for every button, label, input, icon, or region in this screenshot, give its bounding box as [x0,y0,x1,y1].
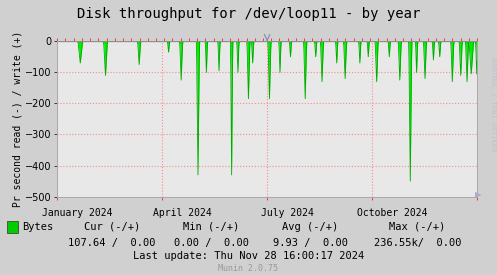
Text: 0.00 /  0.00: 0.00 / 0.00 [174,238,248,248]
Text: Avg (-/+): Avg (-/+) [282,222,339,232]
Text: Disk throughput for /dev/loop11 - by year: Disk throughput for /dev/loop11 - by yea… [77,7,420,21]
Text: 236.55k/  0.00: 236.55k/ 0.00 [374,238,461,248]
Text: 9.93 /  0.00: 9.93 / 0.00 [273,238,348,248]
Text: Last update: Thu Nov 28 16:00:17 2024: Last update: Thu Nov 28 16:00:17 2024 [133,251,364,261]
Text: 107.64 /  0.00: 107.64 / 0.00 [68,238,156,248]
Text: April 2024: April 2024 [153,208,211,218]
Text: ▶: ▶ [475,190,482,199]
Text: Cur (-/+): Cur (-/+) [83,222,140,232]
Text: Munin 2.0.75: Munin 2.0.75 [219,265,278,273]
Y-axis label: Pr second read (-) / write (+): Pr second read (-) / write (+) [12,31,22,207]
Text: October 2024: October 2024 [357,208,427,218]
Text: January 2024: January 2024 [42,208,112,218]
Text: Max (-/+): Max (-/+) [389,222,446,232]
Text: RRDTOOL / TOBI OETIKER: RRDTOOL / TOBI OETIKER [490,58,496,151]
Text: Min (-/+): Min (-/+) [183,222,240,232]
Text: July 2024: July 2024 [260,208,314,218]
Text: Bytes: Bytes [22,222,54,232]
